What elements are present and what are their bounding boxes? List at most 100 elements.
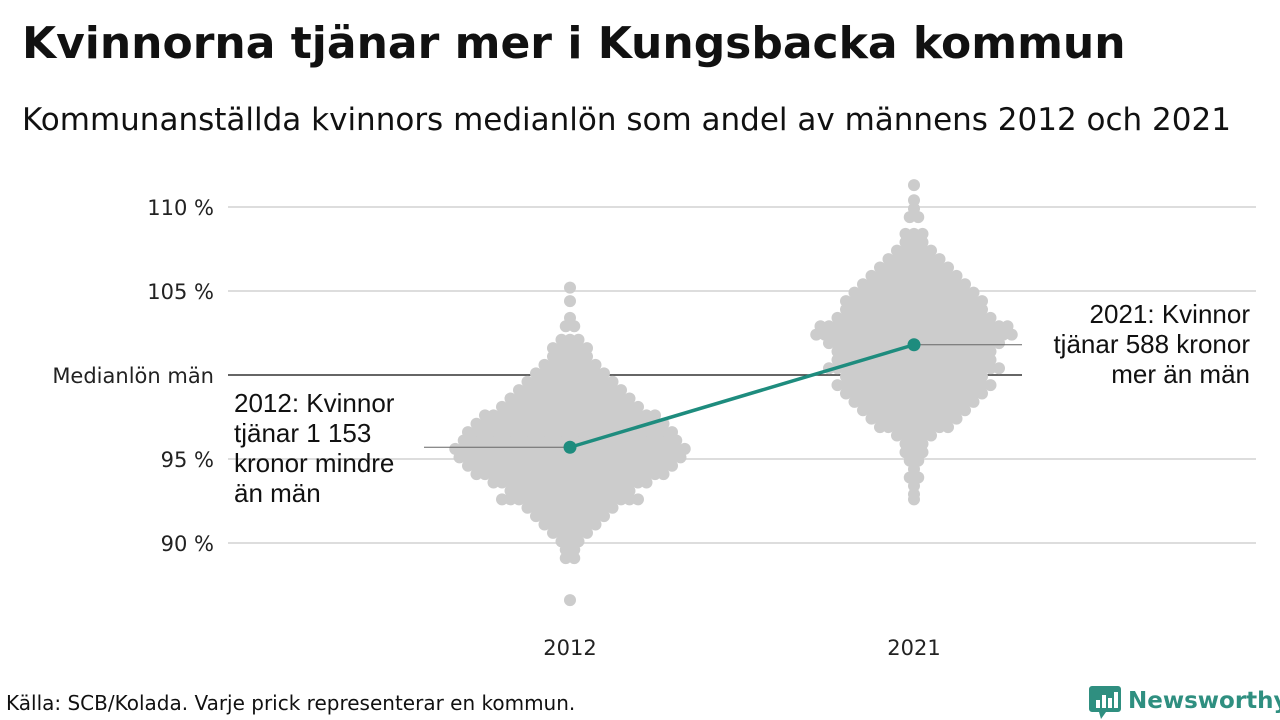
- dot-kommun: [513, 476, 525, 489]
- dot-kommun: [581, 417, 593, 430]
- dot-kommun: [581, 459, 593, 472]
- dot-kommun: [942, 261, 954, 274]
- dot-kommun: [564, 510, 576, 523]
- dot-kommun: [908, 479, 920, 492]
- dot-kommun: [857, 370, 869, 383]
- dot-kommun: [925, 412, 937, 425]
- dot-kommun: [984, 362, 997, 375]
- dot-kommun: [865, 395, 878, 408]
- dot-kommun: [891, 244, 903, 257]
- dot-kommun: [925, 345, 937, 358]
- dot-kommun: [538, 476, 551, 489]
- dot-kommun: [581, 392, 593, 405]
- dot-kommun: [606, 409, 619, 422]
- dot-kommun: [632, 493, 644, 506]
- dot-kommun: [632, 409, 644, 422]
- dot-kommun: [916, 395, 929, 408]
- dot-kommun: [538, 367, 551, 380]
- dot-kommun: [916, 404, 929, 417]
- dot-kommun: [547, 409, 559, 422]
- dot-kommun: [589, 384, 602, 397]
- dot-kommun: [857, 345, 869, 358]
- dot-kommun: [547, 451, 559, 464]
- dot-kommun: [891, 353, 903, 366]
- dot-kommun: [925, 269, 937, 282]
- dot-kommun: [882, 379, 895, 392]
- annotation-2012-line: kronor mindre: [234, 448, 394, 478]
- dot-kommun: [564, 342, 576, 355]
- dot-kommun: [925, 421, 937, 434]
- dot-kommun: [908, 303, 920, 316]
- dot-kommun: [564, 350, 576, 363]
- dot-kommun: [623, 476, 636, 489]
- dot-kommun: [606, 484, 619, 497]
- dot-kommun: [942, 278, 954, 291]
- dot-kommun: [976, 362, 988, 375]
- dot-kommun: [581, 384, 593, 397]
- dot-kommun: [908, 429, 920, 442]
- dot-kommun: [967, 345, 980, 358]
- dot-kommun: [831, 379, 844, 392]
- dot-kommun: [615, 409, 627, 422]
- dot-kommun: [598, 384, 610, 397]
- dot-kommun: [882, 303, 895, 316]
- dot-kommun: [538, 518, 551, 531]
- dot-kommun: [581, 493, 593, 506]
- dot-kommun: [547, 384, 559, 397]
- dot-kommun: [615, 493, 627, 506]
- dot-kommun: [967, 311, 980, 324]
- dot-kommun: [908, 493, 920, 506]
- dot-kommun: [530, 400, 542, 413]
- dot-kommun: [942, 379, 954, 392]
- dot-kommun: [555, 484, 568, 497]
- dot-kommun: [925, 387, 937, 400]
- dot-kommun: [840, 337, 852, 350]
- dot-kommun: [874, 421, 886, 434]
- dot-kommun: [504, 409, 517, 422]
- dot-kommun: [581, 501, 593, 514]
- dot-kommun: [513, 484, 525, 497]
- dot-kommun: [615, 476, 627, 489]
- dot-kommun: [882, 286, 895, 299]
- annotation-2012-line: 2012: Kvinnor: [234, 388, 395, 418]
- dot-kommun: [882, 353, 895, 366]
- dot-kommun: [916, 261, 929, 274]
- dot-kommun: [908, 362, 920, 375]
- dot-kommun: [572, 375, 585, 388]
- dot-kommun: [623, 417, 636, 430]
- dot-kommun: [959, 353, 971, 366]
- dot-kommun: [908, 387, 920, 400]
- dot-kommun: [908, 261, 920, 274]
- dot-kommun: [840, 311, 852, 324]
- dot-kommun: [572, 501, 585, 514]
- dot-kommun: [508, 434, 521, 447]
- dot-kommun: [874, 303, 886, 316]
- dot-kommun: [882, 404, 895, 417]
- dot-kommun: [598, 468, 610, 481]
- dot-kommun: [598, 451, 610, 464]
- dot-kommun: [874, 362, 886, 375]
- dot-kommun: [899, 370, 912, 383]
- dot-kommun: [547, 375, 559, 388]
- dot-kommun: [581, 409, 593, 422]
- dot-kommun: [959, 303, 971, 316]
- dot-kommun: [933, 295, 946, 308]
- dot-kommun: [623, 468, 636, 481]
- dot-kommun: [568, 320, 581, 333]
- dot-kommun: [521, 493, 534, 506]
- dot-kommun: [496, 493, 508, 506]
- dot-kommun: [555, 510, 568, 523]
- dot-kommun: [908, 404, 920, 417]
- dot-kommun: [984, 353, 997, 366]
- dot-kommun: [848, 303, 861, 316]
- dot-kommun: [589, 392, 602, 405]
- dot-kommun: [865, 295, 878, 308]
- dot-kommun: [598, 501, 610, 514]
- dot-kommun: [959, 362, 971, 375]
- dot-kommun: [942, 404, 954, 417]
- dot-kommun: [657, 468, 670, 481]
- dot-kommun: [555, 451, 568, 464]
- dot-kommun: [840, 387, 852, 400]
- dot-kommun: [976, 337, 988, 350]
